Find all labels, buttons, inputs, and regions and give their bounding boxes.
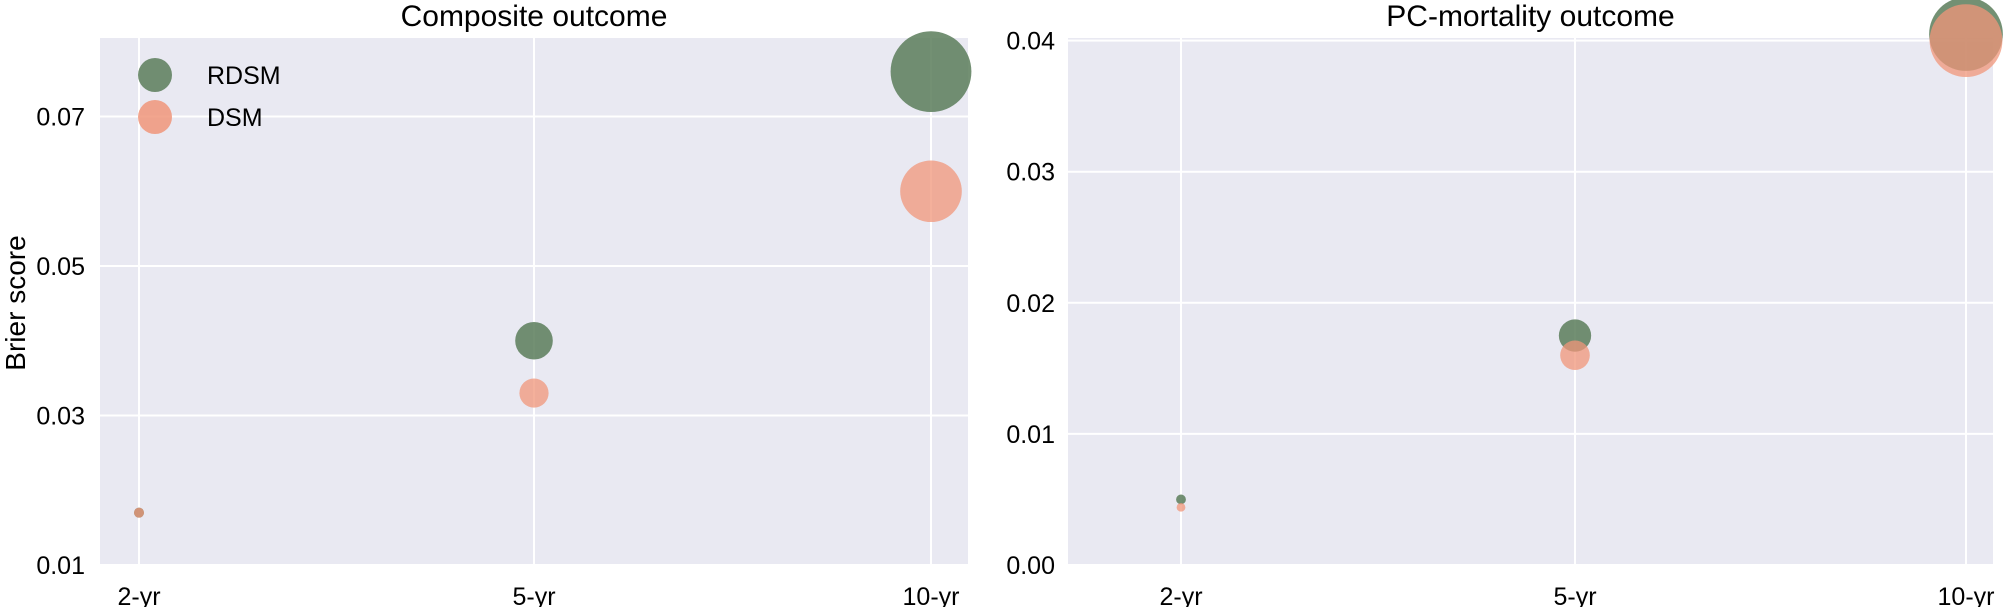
legend-label-rdsm: RDSM <box>207 62 281 90</box>
x-tick-label: 10-yr <box>903 583 960 607</box>
plot-area <box>1068 38 1993 565</box>
legend: RDSM DSM <box>138 58 281 134</box>
x-tick-label: 2-yr <box>1159 583 1202 607</box>
legend-marker-rdsm <box>138 58 172 92</box>
y-tick-label: 0.00 <box>1006 552 1055 580</box>
x-tick-label: 5-yr <box>512 583 555 607</box>
legend-marker-dsm <box>138 100 172 134</box>
y-tick-label: 0.01 <box>1006 421 1055 449</box>
y-tick-label: 0.02 <box>1006 290 1055 318</box>
x-tick-label: 5-yr <box>1553 583 1596 607</box>
composite-outcome-panel: 0.01 0.03 0.05 0.07 2-yr 5-yr 10-yr Composite o… <box>0 0 972 607</box>
y-tick-label: 0.01 <box>36 552 85 580</box>
y-tick-label: 0.07 <box>36 103 85 131</box>
data-point-dsm-5-yr <box>519 378 549 408</box>
data-point-dsm-10-yr <box>1929 4 2003 78</box>
data-point-rdsm-2-yr <box>1176 494 1186 505</box>
data-point-rdsm-10-yr <box>890 31 972 113</box>
y-axis-label: Brier score <box>0 235 31 370</box>
pc-mortality-outcome-panel: 0.00 0.01 0.02 0.03 0.04 2-yr 5-yr 10-yr PC-mort… <box>1006 0 2003 607</box>
data-point-dsm-2-yr <box>1176 502 1186 512</box>
chart-title: PC-mortality outcome <box>1386 0 1674 33</box>
legend-label-dsm: DSM <box>207 104 263 132</box>
x-tick-label: 2-yr <box>117 583 160 607</box>
y-tick-label: 0.03 <box>1006 159 1055 187</box>
chart-title: Composite outcome <box>401 0 668 33</box>
y-tick-label: 0.03 <box>36 402 85 430</box>
y-tick-label: 0.05 <box>36 253 85 281</box>
data-point-dsm-5-yr <box>1560 340 1590 371</box>
data-point-dsm-2-yr <box>134 507 144 518</box>
x-tick-label: 10-yr <box>1938 583 1995 607</box>
y-tick-label: 0.04 <box>1006 28 1055 56</box>
data-point-dsm-10-yr <box>900 160 962 223</box>
data-point-rdsm-5-yr <box>515 321 553 360</box>
